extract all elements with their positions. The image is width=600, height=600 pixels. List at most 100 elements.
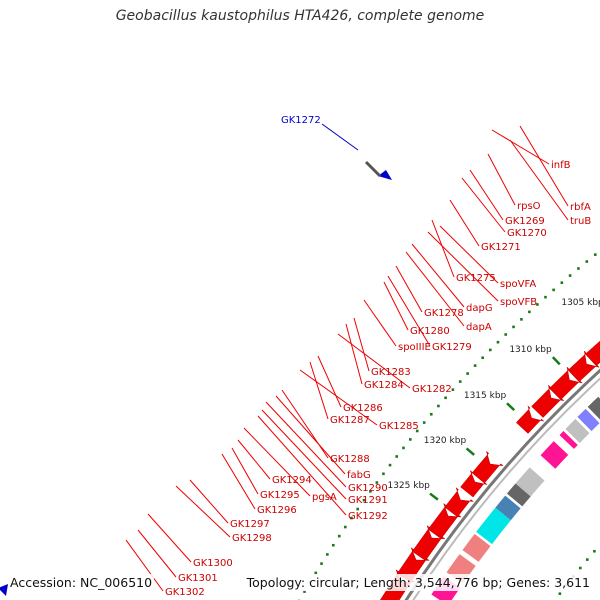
outer-dot xyxy=(422,421,426,424)
cog-band xyxy=(462,533,491,562)
gene-label: GK1279 xyxy=(432,342,472,353)
outer-dot xyxy=(344,525,347,529)
outer-dot xyxy=(560,281,564,284)
outer-dot xyxy=(481,356,484,360)
gene-label: GK1297 xyxy=(230,519,270,530)
leader-line xyxy=(299,369,378,426)
inner-dotted-circle xyxy=(558,549,596,595)
highlight-marker: GK1272 xyxy=(0,115,392,596)
cog-band xyxy=(587,396,600,420)
gene-label: GK1287 xyxy=(330,415,370,426)
gene-track xyxy=(379,340,600,600)
leader-line xyxy=(427,231,499,302)
highlight-arrow xyxy=(378,170,392,180)
outer-dot xyxy=(350,516,353,520)
outer-dot xyxy=(458,380,462,383)
ruler-tick-label: 1325 kbp xyxy=(387,481,430,491)
cog-band xyxy=(476,507,511,545)
leader-line xyxy=(353,317,370,372)
leader-line xyxy=(317,355,342,408)
outer-dot xyxy=(326,553,329,556)
leader-line xyxy=(395,265,423,313)
cog-band xyxy=(506,483,531,507)
gene-label: GK1283 xyxy=(371,367,411,378)
leader-line xyxy=(431,219,455,278)
gene-label: GK1296 xyxy=(257,505,297,516)
outer-dot xyxy=(337,534,341,538)
gene-label: spoVFA xyxy=(500,279,536,290)
leader-line xyxy=(509,139,569,221)
backbone-inner-line xyxy=(412,377,600,600)
outer-dot xyxy=(331,543,335,547)
inner-dot xyxy=(558,592,562,595)
gene-label: GK1270 xyxy=(507,228,547,239)
outer-dot xyxy=(496,340,500,344)
outer-dot xyxy=(369,490,372,493)
leader-line xyxy=(519,125,569,207)
ruler-tick-mark xyxy=(465,447,475,456)
outer-dot xyxy=(375,481,379,484)
gene-label: GK1269 xyxy=(505,216,545,227)
genome-summary: Topology: circular; Length: 3,544,776 bp… xyxy=(244,574,592,591)
backbone-outer-line xyxy=(404,368,600,600)
outer-dot xyxy=(504,333,508,336)
outer-dot xyxy=(512,325,515,329)
gene-arrow xyxy=(567,350,600,383)
gene-label: rbfA xyxy=(570,202,591,213)
outer-dot xyxy=(593,253,597,256)
gene-label: dapA xyxy=(466,322,492,333)
gene-label: fabG xyxy=(347,470,371,481)
leader-line xyxy=(337,333,411,389)
leader-line xyxy=(125,539,164,592)
leader-line xyxy=(189,479,229,524)
leader-line xyxy=(309,361,329,420)
outer-dot xyxy=(429,412,433,416)
gene-arrow xyxy=(460,470,488,498)
outer-dot xyxy=(395,455,399,458)
cog-band xyxy=(565,418,590,443)
gene-arrow xyxy=(411,524,446,561)
leader-line xyxy=(221,453,256,510)
ruler-tick-mark xyxy=(506,402,516,412)
outer-dot xyxy=(415,429,419,433)
leader-line xyxy=(237,439,271,480)
outer-dot xyxy=(356,507,360,511)
ruler-tick-mark xyxy=(429,492,439,501)
gene-label: GK1278 xyxy=(424,308,464,319)
outer-dot xyxy=(577,267,580,270)
gene-arrow xyxy=(531,384,565,418)
outer-dot xyxy=(585,260,589,263)
gene-label: infB xyxy=(551,160,571,171)
cog-band xyxy=(515,467,545,497)
leader-line xyxy=(487,153,516,206)
inner-dot xyxy=(579,566,582,570)
cog-band xyxy=(559,431,578,449)
gene-arrow xyxy=(515,405,545,434)
leader-line xyxy=(449,199,480,247)
leader-line xyxy=(387,275,431,347)
ruler-tick-label: 1310 kbp xyxy=(509,345,552,355)
gene-label: GK1292 xyxy=(348,511,388,522)
gene-label: GK1286 xyxy=(343,403,383,414)
gene-label: GK1275 xyxy=(456,273,496,284)
gene-label: GK1298 xyxy=(232,533,272,544)
highlight-leader-line xyxy=(321,123,359,151)
outer-dot xyxy=(528,310,531,314)
outer-dot xyxy=(388,463,392,467)
outer-dot xyxy=(536,303,539,306)
leader-line xyxy=(411,243,465,308)
ruler-tick-label: 1315 kbp xyxy=(464,391,507,401)
leader-line xyxy=(137,529,177,578)
outer-dot xyxy=(402,446,405,450)
highlight-label: GK1272 xyxy=(281,115,321,126)
leader-line xyxy=(439,225,499,284)
gene-arrow xyxy=(396,547,431,583)
leader-line xyxy=(257,415,347,516)
gene-label: GK1291 xyxy=(348,495,388,506)
ruler-tick-label: 1320 kbp xyxy=(424,436,467,446)
outer-dot xyxy=(466,372,469,375)
outer-dot xyxy=(303,590,306,593)
